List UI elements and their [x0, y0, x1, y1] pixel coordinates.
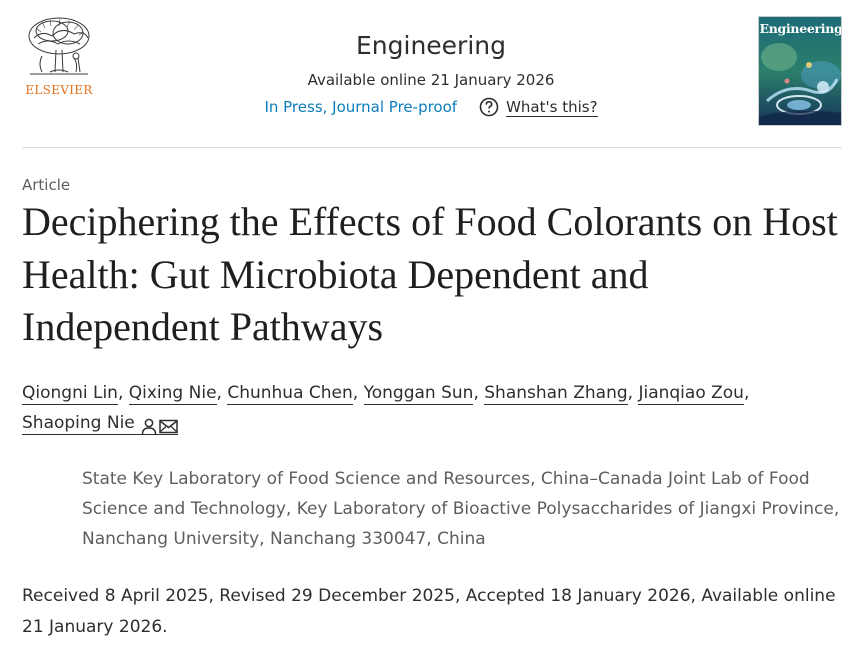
in-press-status: In Press, Journal Pre-proof — [264, 98, 458, 116]
author-list: Qiongni Lin, Qixing Nie, Chunhua Chen, Y… — [22, 378, 822, 441]
whats-this-link[interactable]: What's this? — [506, 97, 598, 117]
elsevier-tree-icon — [28, 17, 90, 75]
elsevier-logo[interactable]: ELSEVIER — [22, 14, 96, 100]
author-separator: , — [117, 383, 124, 403]
author-separator: , — [473, 383, 479, 403]
publication-status: In Press, Journal Pre-proof What's this? — [0, 97, 862, 117]
author-link[interactable]: Yonggan Sun — [363, 383, 474, 405]
header-divider — [22, 147, 842, 148]
author-link[interactable]: Jianqiao Zou — [638, 383, 744, 405]
author-link[interactable]: Qixing Nie — [128, 383, 217, 405]
author-icons — [139, 411, 178, 441]
author-separator: , — [627, 383, 634, 403]
author-separator: , — [743, 383, 750, 403]
author-separator: , — [352, 383, 359, 403]
question-circle-icon[interactable] — [479, 97, 499, 117]
article-history-dates: Received 8 April 2025, Revised 29 Decemb… — [22, 586, 836, 637]
journal-title-link[interactable]: Engineering — [356, 31, 506, 60]
envelope-icon — [159, 419, 178, 433]
person-icon — [141, 418, 157, 434]
available-online-date: Available online 21 January 2026 — [307, 71, 555, 89]
article-title: Deciphering the Effects of Food Colorant… — [22, 199, 838, 349]
author-link[interactable]: Qiongni Lin — [22, 383, 118, 405]
author-name: Shaoping Nie — [22, 413, 135, 433]
cover-journal-title: Engineering — [759, 21, 842, 36]
author-link[interactable]: Shanshan Zhang — [484, 383, 628, 405]
elsevier-wordmark: ELSEVIER — [25, 83, 93, 97]
corresponding-author-link[interactable]: Shaoping Nie — [22, 413, 178, 435]
author-link[interactable]: Chunhua Chen — [227, 383, 353, 405]
article-type-label: Article — [22, 176, 71, 194]
journal-cover-thumbnail[interactable]: Engineering — [758, 16, 842, 126]
author-affiliation: State Key Laboratory of Food Science and… — [82, 469, 840, 549]
author-separator: , — [216, 383, 222, 403]
article-header: ELSEVIER Engineering Available online 21… — [0, 0, 862, 148]
